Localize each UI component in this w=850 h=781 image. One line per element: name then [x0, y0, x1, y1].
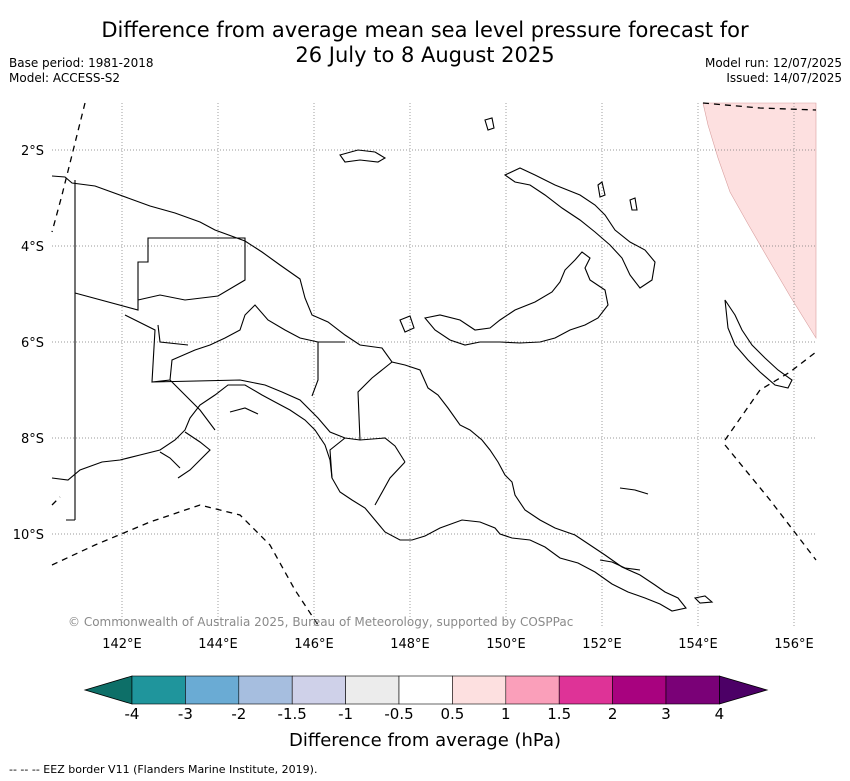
colorbar-swatch — [665, 675, 720, 705]
colorbar-swatch — [505, 675, 560, 705]
colorbar-label: 1 — [501, 705, 511, 723]
title-line-2: 26 July to 8 August 2025 — [295, 43, 555, 67]
colorbar-extend-high — [719, 675, 769, 705]
coastline — [51, 117, 793, 612]
colorbar-label: -2 — [231, 705, 247, 723]
bougainville-coast — [724, 299, 793, 389]
lon-label: 142°E — [102, 637, 142, 652]
colorbar-label: -3 — [177, 705, 193, 723]
lat-label: 6°S — [21, 336, 44, 351]
lon-label: 144°E — [198, 637, 238, 652]
colorbar — [83, 675, 769, 705]
meta-left: Base period: 1981-2018 Model: ACCESS-S2 — [9, 56, 154, 86]
eez-borders — [51, 102, 817, 629]
lon-label: 150°E — [486, 637, 526, 652]
colorbar-label: -1 — [338, 705, 354, 723]
lon-label: 156°E — [774, 637, 814, 652]
colorbar-label: 2 — [607, 705, 618, 723]
colorbar-label: 3 — [661, 705, 671, 723]
eez-border-sw — [51, 504, 321, 629]
colorbar-swatch — [558, 675, 613, 705]
colorbar-swatch — [131, 675, 186, 705]
eez-border-w — [51, 496, 61, 506]
eez-border-nw — [51, 102, 86, 233]
lon-label: 154°E — [678, 637, 718, 652]
eez-border-ne — [702, 102, 817, 111]
islands-north — [399, 117, 638, 333]
map-frame — [52, 103, 816, 628]
model-run: Model run: 12/07/2025 — [704, 56, 842, 70]
colorbar-swatch — [185, 675, 240, 705]
eez-border-se — [724, 351, 817, 441]
lat-label: 10°S — [13, 528, 44, 543]
eez-border-s — [724, 444, 817, 561]
colorbar-title: Difference from average (hPa) — [288, 730, 562, 751]
copyright-notice: © Commonwealth of Australia 2025, Bureau… — [68, 615, 573, 629]
islands-southeast — [599, 487, 714, 604]
colorbar-swatch — [291, 675, 346, 705]
lat-label: 2°S — [21, 144, 44, 159]
lon-labels: 142°E 144°E 146°E 148°E 150°E 152°E 154°… — [102, 637, 814, 652]
lon-label: 146°E — [294, 637, 334, 652]
lon-label: 152°E — [582, 637, 622, 652]
colorbar-swatch — [345, 675, 400, 705]
colorbar-extend-low — [83, 675, 133, 705]
colorbar-label: -1.5 — [277, 705, 307, 723]
lat-label: 8°S — [21, 432, 44, 447]
colorbar-label: 4 — [714, 705, 725, 723]
colorbar-swatch — [238, 675, 293, 705]
province-borders — [74, 237, 406, 506]
colorbar-label: -0.5 — [384, 705, 414, 723]
colorbar-swatch — [452, 675, 507, 705]
colorbar-label: -4 — [124, 705, 140, 723]
eez-footnote: -- -- -- EEZ border V11 (Flanders Marine… — [9, 763, 318, 776]
new-guinea-coast — [51, 175, 687, 612]
meta-right: Model run: 12/07/2025 Issued: 14/07/2025 — [705, 56, 842, 86]
new-ireland-coast — [503, 167, 656, 289]
model-name: Model: ACCESS-S2 — [9, 71, 121, 85]
colorbar-label: 0.5 — [440, 705, 465, 723]
map-title: Difference from average mean sea level p… — [0, 18, 850, 68]
graticule — [52, 103, 816, 628]
base-period: Base period: 1981-2018 — [9, 56, 154, 70]
fly-river-delta — [159, 407, 259, 479]
intl-border — [66, 180, 76, 521]
manus-coast — [339, 149, 387, 163]
anomaly-region — [702, 102, 817, 340]
colorbar-label: 1.5 — [547, 705, 572, 723]
colorbar-swatch — [398, 675, 453, 705]
lat-label: 4°S — [21, 240, 44, 255]
colorbar-swatch — [612, 675, 667, 705]
issued-date: Issued: 14/07/2025 — [726, 71, 842, 85]
lat-labels: 2°S 4°S 6°S 8°S 10°S — [13, 144, 44, 543]
new-britain-coast — [423, 251, 609, 346]
title-line-1: Difference from average mean sea level p… — [101, 18, 749, 42]
lon-label: 148°E — [390, 637, 430, 652]
